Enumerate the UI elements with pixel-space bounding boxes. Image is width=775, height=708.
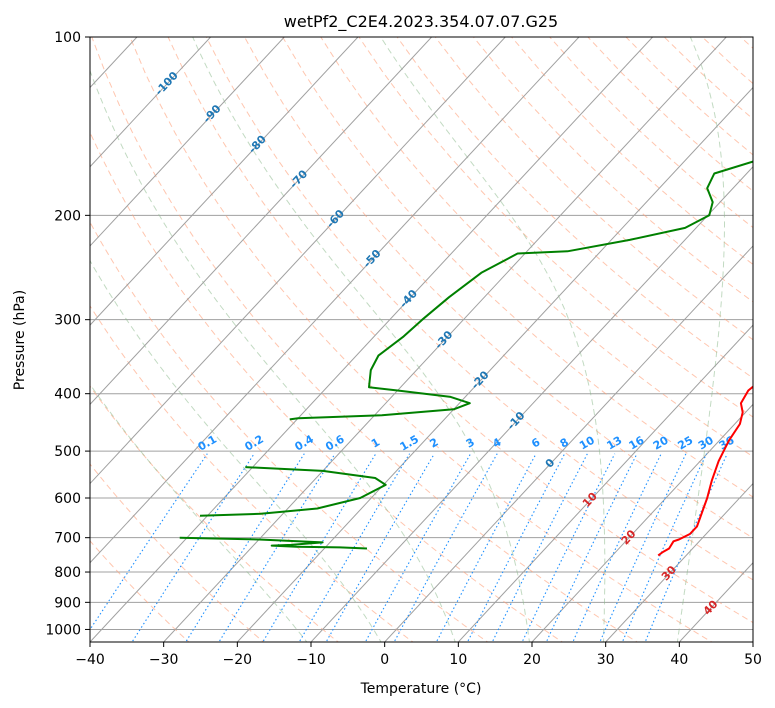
dewpoint-profile-line <box>199 466 387 517</box>
x-tick-label: 10 <box>449 652 467 668</box>
x-tick-label: 30 <box>597 652 615 668</box>
mixing-ratio-line <box>621 453 707 642</box>
dry-adiabat-line <box>167 37 753 624</box>
dry-adiabat-line <box>396 37 753 379</box>
isotherm-line <box>0 24 2 645</box>
isotherm-line <box>236 86 753 642</box>
y-tick-label: 700 <box>54 531 81 547</box>
x-axis-ticks: −40 −30 −20 −10 0 10 20 30 40 50 <box>75 642 762 668</box>
isotherm-line <box>90 37 580 564</box>
y-tick-label: 800 <box>54 565 81 581</box>
mixing-ratio-line <box>521 453 616 642</box>
x-tick-label: 0 <box>380 652 389 668</box>
plot-background <box>90 37 753 642</box>
isotherm-line <box>531 403 753 642</box>
y-tick-label: 400 <box>54 387 81 403</box>
isotherm-line <box>90 37 654 642</box>
isotherm-line <box>310 165 753 642</box>
x-axis-label: Temperature (°C) <box>360 681 482 697</box>
dry-adiabat-line <box>282 37 753 498</box>
chart-title: wetPf2_C2E4.2023.354.07.07.G25 <box>284 12 558 32</box>
dry-adiabat-line <box>90 463 265 642</box>
mixing-ratio-line <box>393 453 498 642</box>
mixing-ratio-line <box>218 453 336 642</box>
dry-adiabat-line <box>434 37 753 341</box>
x-tick-label: −40 <box>75 652 105 668</box>
dry-adiabat-line <box>244 37 753 539</box>
isotherm-line <box>90 37 285 247</box>
dry-adiabat-line <box>91 37 638 642</box>
dewpoint-profile-line <box>179 536 368 550</box>
moist-adiabat-line <box>676 37 725 642</box>
dry-adiabat-line <box>90 131 564 642</box>
y-tick-label: 500 <box>54 444 81 460</box>
x-tick-label: −30 <box>149 652 179 668</box>
isotherm-line <box>752 641 753 642</box>
isotherm-line <box>457 324 753 642</box>
temperature-profile-line <box>657 385 753 557</box>
mixing-ratio-line <box>131 453 255 642</box>
y-tick-label: 600 <box>54 491 81 507</box>
y-tick-label: 300 <box>54 313 81 329</box>
dry-adiabat-line <box>358 37 753 418</box>
isotherm-line <box>383 245 753 642</box>
profile-lines <box>179 160 753 557</box>
mixing-ratio-line <box>599 453 687 642</box>
isotherm-line <box>90 37 506 485</box>
dry-adiabat-line <box>90 221 489 642</box>
x-tick-label: 20 <box>523 652 541 668</box>
y-tick-label: 1000 <box>45 622 81 638</box>
dewpoint-profile-line <box>289 160 753 421</box>
isotherm-line <box>90 37 359 326</box>
y-tick-label: 200 <box>54 208 81 224</box>
mixing-ratio-line <box>90 453 208 631</box>
dry-adiabat-line <box>320 37 753 458</box>
x-tick-label: −10 <box>296 652 326 668</box>
dry-adiabat-line <box>205 37 753 581</box>
x-tick-label: 50 <box>744 652 762 668</box>
x-tick-label: −20 <box>223 652 253 668</box>
background-lines <box>0 24 753 645</box>
isotherm-line <box>90 37 433 406</box>
isotherm-line <box>162 37 727 642</box>
x-tick-label: 40 <box>670 652 688 668</box>
y-tick-label: 100 <box>54 30 81 46</box>
isotherm-line <box>90 37 212 168</box>
dry-adiabat-line <box>90 540 190 642</box>
mixing-ratio-line <box>491 453 588 642</box>
mixing-ratio-line <box>364 453 472 642</box>
isotherm-line <box>604 482 753 642</box>
y-axis-ticks: 100 200 300 400 500 600 700 800 900 1000 <box>45 30 90 638</box>
plot-frame <box>89 36 754 643</box>
moist-adiabat-line <box>380 37 606 642</box>
y-tick-label: 900 <box>54 595 81 611</box>
y-axis-label: Pressure (hPa) <box>12 290 28 390</box>
